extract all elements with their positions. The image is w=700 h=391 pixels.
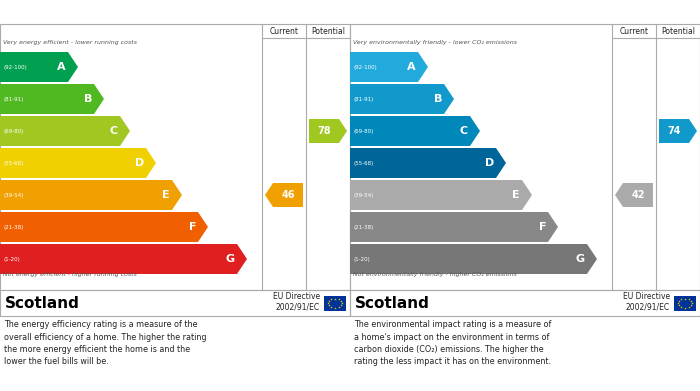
Text: (69-80): (69-80) xyxy=(354,129,374,133)
Text: Potential: Potential xyxy=(311,27,345,36)
Polygon shape xyxy=(0,212,208,242)
Text: B: B xyxy=(433,94,442,104)
Text: (92-100): (92-100) xyxy=(4,65,28,70)
Text: A: A xyxy=(407,62,416,72)
Text: (69-80): (69-80) xyxy=(4,129,25,133)
Polygon shape xyxy=(350,148,506,178)
Text: Environmental Impact (CO₂) Rating: Environmental Impact (CO₂) Rating xyxy=(355,7,573,17)
Polygon shape xyxy=(0,116,130,146)
Polygon shape xyxy=(615,183,653,207)
Text: E: E xyxy=(162,190,170,200)
Text: D: D xyxy=(484,158,494,168)
Polygon shape xyxy=(0,148,156,178)
Text: The energy efficiency rating is a measure of the
overall efficiency of a home. T: The energy efficiency rating is a measur… xyxy=(4,320,206,366)
Polygon shape xyxy=(0,52,78,82)
Bar xyxy=(674,296,696,310)
Text: B: B xyxy=(83,94,92,104)
Text: Scotland: Scotland xyxy=(5,296,80,310)
Text: C: C xyxy=(460,126,468,136)
Text: C: C xyxy=(110,126,118,136)
Text: (55-68): (55-68) xyxy=(4,160,25,165)
Text: 78: 78 xyxy=(317,126,331,136)
Polygon shape xyxy=(350,180,532,210)
Polygon shape xyxy=(350,212,558,242)
Text: Energy Efficiency Rating: Energy Efficiency Rating xyxy=(5,7,158,17)
Text: (55-68): (55-68) xyxy=(354,160,374,165)
Text: EU Directive
2002/91/EC: EU Directive 2002/91/EC xyxy=(273,292,320,312)
Text: F: F xyxy=(188,222,196,232)
Polygon shape xyxy=(350,52,428,82)
Polygon shape xyxy=(0,244,247,274)
Text: (39-54): (39-54) xyxy=(354,192,374,197)
Polygon shape xyxy=(350,84,454,114)
Polygon shape xyxy=(265,183,303,207)
Text: D: D xyxy=(134,158,144,168)
Polygon shape xyxy=(0,84,104,114)
Text: EU Directive
2002/91/EC: EU Directive 2002/91/EC xyxy=(623,292,670,312)
Text: Very energy efficient - lower running costs: Very energy efficient - lower running co… xyxy=(3,40,137,45)
Bar xyxy=(324,296,346,310)
Text: F: F xyxy=(538,222,546,232)
Polygon shape xyxy=(309,119,347,143)
Text: E: E xyxy=(512,190,520,200)
Text: (1-20): (1-20) xyxy=(4,256,21,262)
Text: Not environmentally friendly - higher CO₂ emissions: Not environmentally friendly - higher CO… xyxy=(353,272,517,277)
Text: 74: 74 xyxy=(667,126,680,136)
Text: A: A xyxy=(57,62,66,72)
Text: (81-91): (81-91) xyxy=(4,97,25,102)
Text: Not energy efficient - higher running costs: Not energy efficient - higher running co… xyxy=(3,272,137,277)
Text: Current: Current xyxy=(620,27,648,36)
Text: Very environmentally friendly - lower CO₂ emissions: Very environmentally friendly - lower CO… xyxy=(353,40,517,45)
Text: Scotland: Scotland xyxy=(355,296,430,310)
Text: (92-100): (92-100) xyxy=(354,65,378,70)
Text: 46: 46 xyxy=(281,190,295,200)
Polygon shape xyxy=(0,180,182,210)
Polygon shape xyxy=(350,116,480,146)
Text: Current: Current xyxy=(270,27,298,36)
Text: (1-20): (1-20) xyxy=(354,256,371,262)
Text: (81-91): (81-91) xyxy=(354,97,374,102)
Text: The environmental impact rating is a measure of
a home's impact on the environme: The environmental impact rating is a mea… xyxy=(354,320,552,366)
Text: 42: 42 xyxy=(631,190,645,200)
Text: Potential: Potential xyxy=(661,27,695,36)
Polygon shape xyxy=(659,119,697,143)
Text: G: G xyxy=(226,254,235,264)
Polygon shape xyxy=(350,244,597,274)
Text: (21-38): (21-38) xyxy=(4,224,25,230)
Text: (39-54): (39-54) xyxy=(4,192,25,197)
Text: (21-38): (21-38) xyxy=(354,224,374,230)
Text: G: G xyxy=(576,254,585,264)
